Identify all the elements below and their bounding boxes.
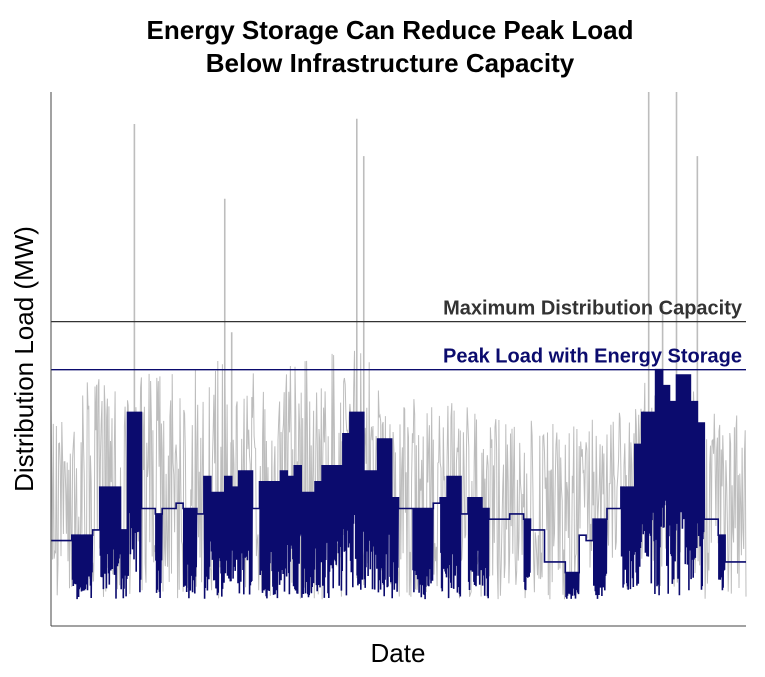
chart-title-line-1: Energy Storage Can Reduce Peak Load	[146, 15, 634, 45]
chart-title: Energy Storage Can Reduce Peak Load Belo…	[0, 14, 765, 80]
chart-title-line-2: Below Infrastructure Capacity	[205, 48, 575, 78]
reference-label-1: Peak Load with Energy Storage	[443, 346, 742, 368]
reference-lines: Maximum Distribution Capacity Peak Load w…	[51, 298, 746, 371]
storage-load-series	[51, 368, 746, 600]
x-axis-label: Date	[371, 638, 426, 668]
storage-load-line	[51, 368, 746, 600]
reference-label-0: Maximum Distribution Capacity	[443, 298, 743, 320]
y-axis-label: Distribution Load (MW)	[9, 226, 39, 492]
